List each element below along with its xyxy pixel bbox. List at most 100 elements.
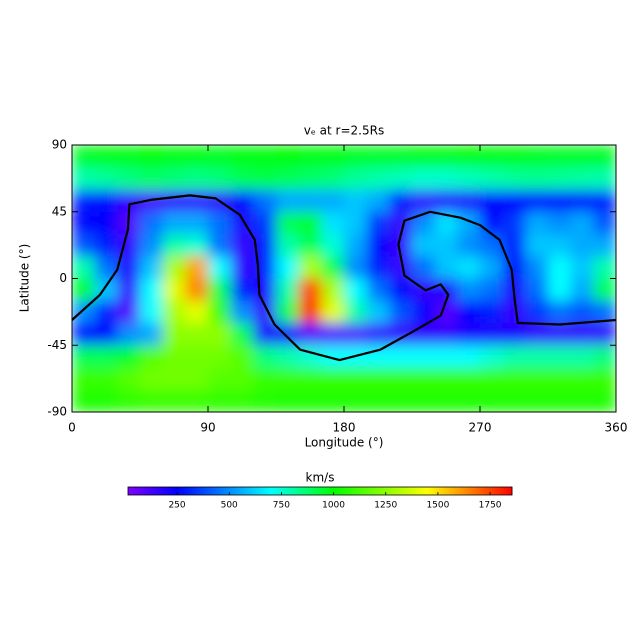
colorbar-swatch [434,487,437,495]
colorbar-swatch [240,487,243,495]
colorbar-tick-label: 1250 [374,501,397,511]
colorbar-swatch [222,487,225,495]
heat-cell [593,167,616,190]
colorbar-swatch [138,487,141,495]
heat-cell [185,323,209,346]
colorbar-swatch [194,487,197,495]
colorbar-swatch [298,487,301,495]
heat-cell [366,300,390,324]
heat-cell [140,278,164,302]
colorbar-swatch [478,487,481,495]
colorbar-swatch [130,487,133,495]
colorbar-swatch [406,487,409,495]
heat-cell [344,256,368,279]
heat-cell [570,345,594,368]
colorbar-swatch [410,487,413,495]
heat-cell [253,211,277,235]
heat-cell [185,189,209,213]
heat-cell [208,256,232,279]
colorbar-swatch [156,487,159,495]
heat-cell [162,300,186,324]
colorbar-tick-label: 500 [221,501,238,511]
colorbar-swatch [466,487,469,495]
heat-cell [298,345,322,368]
heat-cell [117,367,141,391]
colorbar-swatch [294,487,297,495]
heat-cell [548,256,572,279]
heat-cell [321,389,345,412]
heat-cell [593,189,616,213]
heat-cell [480,323,504,346]
heat-cell [548,389,572,412]
y-axis-label: Latitude (°) [18,244,32,313]
heat-cell [502,367,526,391]
colorbar-swatch [234,487,237,495]
colorbar-swatch [306,487,309,495]
heat-cell [72,367,96,391]
heat-cell [412,189,436,213]
heat-cell [253,189,277,213]
heat-cell [72,278,96,302]
plot-area [72,145,616,412]
colorbar-swatch [354,487,357,495]
heat-cell [344,323,368,346]
heat-cell [72,234,96,257]
heat-cell [298,323,322,346]
heat-cell [162,367,186,391]
heat-cell [72,323,96,346]
colorbar-swatch [456,487,459,495]
heat-cell [298,167,322,190]
heat-cell [570,323,594,346]
heat-cell [480,367,504,391]
heat-cell [389,389,413,412]
heat-cell [72,211,96,235]
heat-cell [72,189,96,213]
colorbar: 250 500 750 1000 1250 1500 1750 [127,486,513,511]
colorbar-swatch [316,487,319,495]
colorbar-swatch [390,487,393,495]
colorbar-swatch [358,487,361,495]
colorbar-swatch [270,487,273,495]
colorbar-swatch [460,487,463,495]
heat-cell [412,256,436,279]
heat-cell [230,234,254,257]
heat-cell [570,300,594,324]
colorbar-swatch [190,487,193,495]
colorbar-swatch [288,487,291,495]
heat-cell [548,189,572,213]
heat-cell [457,256,481,279]
colorbar-swatch [310,487,313,495]
colorbar-swatch [210,487,213,495]
heat-cell [344,234,368,257]
heat-cell [389,367,413,391]
heat-cell [366,345,390,368]
heat-cell [412,300,436,324]
heat-cell [480,189,504,213]
colorbar-swatch [244,487,247,495]
heat-cell [502,345,526,368]
colorbar-swatch [136,487,139,495]
colorbar-swatch [260,487,263,495]
heat-cell [434,211,458,235]
heat-cell [434,145,458,168]
heat-cell [276,389,300,412]
heat-cell [434,256,458,279]
heat-cell [298,300,322,324]
colorbar-swatch [174,487,177,495]
colorbar-swatch [344,487,347,495]
colorbar-swatch [154,487,157,495]
colorbar-swatch [382,487,385,495]
colorbar-swatch [482,487,485,495]
colorbar-swatch [426,487,429,495]
heat-cell [525,389,549,412]
colorbar-swatch [312,487,315,495]
heat-cell [548,300,572,324]
colorbar-swatch [128,487,131,495]
heat-cell [457,234,481,257]
colorbar-swatch [206,487,209,495]
heat-cell [298,234,322,257]
colorbar-swatch [176,487,179,495]
colorbar-swatch [322,487,325,495]
colorbar-swatch [134,487,137,495]
heat-cell [208,300,232,324]
